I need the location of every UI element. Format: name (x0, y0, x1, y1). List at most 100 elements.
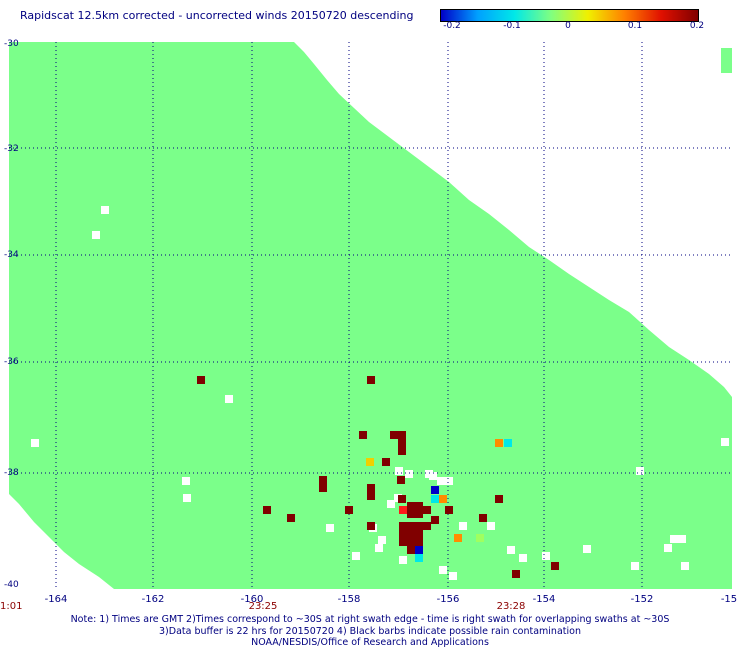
lon-label: -156 (436, 594, 460, 605)
missing-data-cell (542, 552, 550, 560)
difference-cell (407, 530, 415, 538)
missing-data-cell (459, 522, 467, 530)
difference-cell (407, 522, 415, 530)
wind-difference-map (9, 42, 732, 589)
colorbar-tick: 0.1 (627, 21, 643, 31)
missing-data-cell (721, 438, 729, 446)
footnote-line-2: 3)Data buffer is 22 hrs for 20150720 4) … (159, 626, 581, 637)
difference-cell (479, 514, 487, 522)
difference-cell (319, 476, 327, 484)
difference-cell (407, 538, 415, 546)
swath-time-label: 23:25 (248, 601, 278, 612)
lon-label: -152 (630, 594, 654, 605)
colorbar-tick: -0.2 (443, 21, 461, 31)
lon-label: -162 (141, 594, 165, 605)
difference-cell (407, 502, 415, 510)
difference-cell (415, 554, 423, 562)
missing-data-cell (92, 231, 100, 239)
difference-cell (504, 439, 512, 447)
lat-label: -34 (4, 250, 19, 260)
difference-cell (398, 431, 406, 439)
missing-data-cell (681, 562, 689, 570)
missing-data-cell (225, 395, 233, 403)
difference-cell (423, 506, 431, 514)
difference-cell (445, 506, 453, 514)
footnote-credit: NOAA/NESDIS/Office of Research and Appli… (251, 637, 489, 648)
missing-data-cell (631, 562, 639, 570)
difference-cells (197, 376, 559, 578)
difference-cell (397, 476, 405, 484)
missing-data-cell (437, 477, 445, 485)
colorbar-tick: -0.1 (503, 21, 521, 31)
difference-cell (415, 538, 423, 546)
difference-cell (431, 486, 439, 494)
lon-label: -15 (720, 594, 738, 605)
missing-data-cell (387, 500, 395, 508)
missing-data-cell (445, 477, 453, 485)
difference-cell (398, 439, 406, 447)
missing-data-cell (326, 524, 334, 532)
missing-data-cell (670, 535, 678, 543)
swath-coverage-edge (721, 48, 732, 73)
missing-data-cell (429, 472, 437, 480)
difference-cell (399, 522, 407, 530)
missing-data-cell (31, 439, 39, 447)
difference-cell (390, 431, 398, 439)
swath-time-label: 23:28 (496, 601, 526, 612)
difference-cell (367, 484, 375, 492)
difference-cell (407, 510, 415, 518)
missing-data-cell (449, 572, 457, 580)
difference-cell (476, 534, 484, 542)
difference-cell (415, 502, 423, 510)
difference-cell (367, 376, 375, 384)
difference-cell (263, 506, 271, 514)
difference-cell (431, 516, 439, 524)
difference-cell (382, 458, 390, 466)
difference-cell (399, 538, 407, 546)
missing-data-cell (182, 477, 190, 485)
swath-time-label: 1:01 (0, 601, 23, 612)
missing-data-cell (183, 494, 191, 502)
difference-cell (495, 439, 503, 447)
missing-data-cells (31, 206, 729, 580)
difference-cell (415, 510, 423, 518)
difference-cell (319, 484, 327, 492)
difference-cell (366, 458, 374, 466)
colorbar (440, 9, 699, 22)
lat-label: -32 (4, 144, 19, 154)
difference-cell (439, 495, 447, 503)
difference-cell (407, 546, 415, 554)
missing-data-cell (405, 470, 413, 478)
difference-cell (345, 506, 353, 514)
difference-cell (398, 495, 406, 503)
difference-cell (367, 492, 375, 500)
missing-data-cell (664, 544, 672, 552)
difference-cell (512, 570, 520, 578)
map-title: Rapidscat 12.5km corrected - uncorrected… (20, 9, 414, 22)
missing-data-cell (519, 554, 527, 562)
missing-data-cell (395, 467, 403, 475)
lon-label: -160 (240, 594, 264, 605)
colorbar-tick: 0.2 (689, 21, 705, 31)
lon-label: -158 (337, 594, 361, 605)
footnote-line-1: Note: 1) Times are GMT 2)Times correspon… (70, 614, 670, 625)
colorbar-tick: 0 (565, 21, 571, 31)
lat-label: -38 (4, 468, 19, 478)
missing-data-cell (636, 467, 644, 475)
difference-cell (415, 546, 423, 554)
difference-cell (495, 495, 503, 503)
difference-cell (287, 514, 295, 522)
difference-cell (367, 522, 375, 530)
missing-data-cell (399, 556, 407, 564)
lon-label: -164 (44, 594, 68, 605)
difference-cell (415, 530, 423, 538)
difference-cell (415, 522, 423, 530)
lat-label: -40 (4, 580, 19, 590)
missing-data-cell (583, 545, 591, 553)
lat-label: -30 (4, 39, 19, 49)
lat-label: -36 (4, 357, 19, 367)
difference-cell (398, 447, 406, 455)
graticule (9, 42, 732, 589)
difference-cell (359, 431, 367, 439)
missing-data-cell (487, 522, 495, 530)
